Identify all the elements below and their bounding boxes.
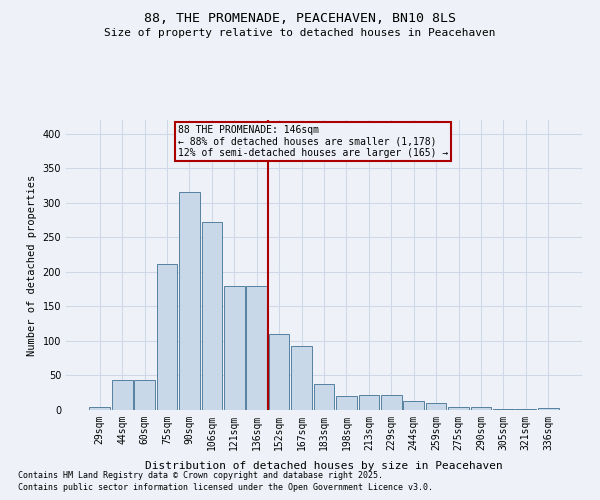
X-axis label: Distribution of detached houses by size in Peacehaven: Distribution of detached houses by size …: [145, 461, 503, 471]
Bar: [291, 346, 312, 410]
Bar: [493, 408, 514, 410]
Bar: [381, 395, 401, 410]
Bar: [269, 334, 289, 410]
Bar: [179, 192, 200, 410]
Text: Contains public sector information licensed under the Open Government Licence v3: Contains public sector information licen…: [18, 484, 433, 492]
Bar: [89, 406, 110, 410]
Bar: [359, 395, 379, 410]
Bar: [448, 406, 469, 410]
Text: 88, THE PROMENADE, PEACEHAVEN, BN10 8LS: 88, THE PROMENADE, PEACEHAVEN, BN10 8LS: [144, 12, 456, 26]
Bar: [134, 380, 155, 410]
Bar: [224, 286, 245, 410]
Text: 88 THE PROMENADE: 146sqm
← 88% of detached houses are smaller (1,178)
12% of sem: 88 THE PROMENADE: 146sqm ← 88% of detach…: [178, 125, 448, 158]
Bar: [403, 401, 424, 410]
Bar: [247, 286, 267, 410]
Text: Contains HM Land Registry data © Crown copyright and database right 2025.: Contains HM Land Registry data © Crown c…: [18, 471, 383, 480]
Bar: [112, 380, 133, 410]
Bar: [470, 406, 491, 410]
Bar: [426, 403, 446, 410]
Bar: [202, 222, 222, 410]
Bar: [157, 264, 178, 410]
Y-axis label: Number of detached properties: Number of detached properties: [27, 174, 37, 356]
Text: Size of property relative to detached houses in Peacehaven: Size of property relative to detached ho…: [104, 28, 496, 38]
Bar: [314, 384, 334, 410]
Bar: [538, 408, 559, 410]
Bar: [336, 396, 357, 410]
